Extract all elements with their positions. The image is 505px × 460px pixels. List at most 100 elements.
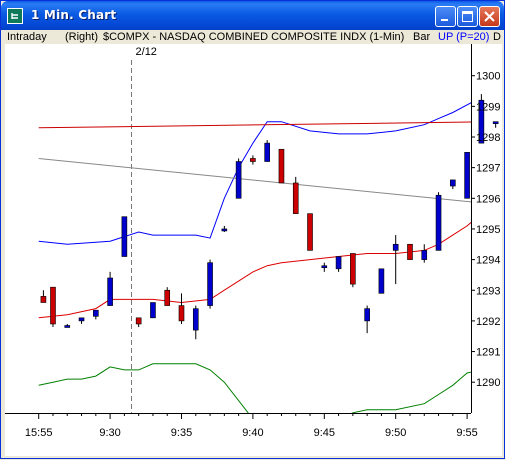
candle	[478, 94, 485, 144]
y-tick-label: 1300	[476, 71, 500, 83]
candle-body	[264, 142, 270, 162]
candle	[78, 317, 85, 324]
candle-body	[135, 317, 142, 325]
candle	[464, 152, 470, 199]
minimize-button[interactable]	[435, 6, 456, 27]
candle	[492, 121, 499, 128]
symbol-label: $COMPX - NASDAQ COMBINED COMPOSITE INDX …	[103, 31, 405, 43]
candle-body	[378, 268, 385, 294]
candle	[150, 302, 156, 319]
candle	[364, 305, 370, 334]
close-button[interactable]	[479, 6, 500, 27]
candle-body	[335, 256, 342, 270]
candle	[321, 262, 328, 272]
candle	[378, 268, 385, 294]
candle-body	[478, 99, 485, 144]
candle-body	[278, 148, 285, 184]
candle	[107, 271, 113, 306]
x-tick-label: 9:55	[456, 427, 477, 439]
candle	[421, 244, 428, 263]
y-tick-label: 1291	[476, 347, 500, 359]
period-label: Intraday	[7, 31, 47, 43]
price-chart[interactable]: 1290 1291 1292 1293 1294 1295 1296 1297 1298 1299…	[5, 44, 502, 456]
candle	[450, 179, 456, 190]
candle	[407, 243, 413, 260]
candle-body	[364, 308, 370, 322]
axis-side-label: (Right)	[65, 31, 99, 43]
candle-body	[207, 262, 213, 306]
candle	[221, 225, 228, 233]
candle-body	[492, 121, 499, 124]
candle-body	[464, 152, 470, 199]
candle	[307, 213, 313, 251]
candle-body	[350, 253, 356, 285]
candle-body	[407, 243, 413, 260]
candle	[178, 293, 185, 324]
candle-body	[107, 277, 113, 306]
upper-line	[38, 102, 471, 245]
window-title: 1 Min. Chart	[31, 8, 117, 22]
candle	[50, 286, 56, 328]
chart-app-icon-glyph	[11, 13, 18, 19]
indicator-label: UP (P=20)	[438, 31, 490, 43]
candle	[192, 305, 199, 340]
maximize-icon	[462, 11, 473, 22]
candle-body	[121, 216, 128, 257]
candle-body	[435, 194, 442, 251]
chart-info-bar: Intraday (Right) $COMPX - NASDAQ COMBINE…	[5, 30, 502, 44]
y-tick-label: 1295	[476, 224, 500, 236]
candle	[335, 256, 342, 272]
y-tick-label: 1299	[476, 101, 500, 113]
candle	[235, 158, 242, 199]
candle-body	[235, 161, 242, 199]
candle-body	[450, 179, 456, 187]
gray_avg-line	[38, 158, 471, 203]
candle	[350, 253, 356, 288]
candle	[435, 192, 442, 251]
candle-body	[50, 286, 56, 325]
candle-body	[250, 158, 256, 162]
candle-body	[292, 182, 299, 214]
y-tick-label: 1294	[476, 255, 500, 267]
candle	[64, 323, 71, 328]
x-tick-label: 9:45	[314, 427, 335, 439]
close-icon	[484, 11, 495, 22]
chart-style-label: Bar	[413, 31, 431, 43]
candle-body	[40, 296, 47, 303]
candle	[93, 309, 99, 320]
x-tick-label: 9:50	[385, 427, 406, 439]
candle	[392, 235, 399, 285]
y-tick-label: 1296	[476, 193, 500, 205]
candle	[250, 155, 256, 165]
x-tick-label: 9:30	[99, 427, 120, 439]
candle	[264, 140, 270, 162]
y-tick-label: 1293	[476, 285, 500, 297]
y-tick-label: 1292	[476, 316, 500, 328]
candle-body	[93, 309, 99, 317]
maximize-button[interactable]	[457, 6, 478, 27]
candle-body	[64, 325, 71, 328]
x-tick-label: 9:40	[242, 427, 263, 439]
candle	[292, 176, 299, 214]
lower-line	[38, 221, 471, 319]
title-bar[interactable]: 1 Min. Chart	[1, 1, 504, 30]
candle-body	[392, 243, 399, 251]
candle-body	[150, 302, 156, 319]
candle	[121, 216, 128, 257]
candle	[40, 290, 47, 303]
candle	[278, 148, 285, 184]
y-tick-label: 1298	[476, 132, 500, 144]
candle-body	[192, 308, 199, 331]
chart-app-icon[interactable]	[7, 8, 23, 24]
x-tick-label: 15:55	[25, 427, 53, 439]
candle-layer	[40, 94, 499, 340]
green-line	[38, 363, 471, 413]
price-chart-svg[interactable]: 1290 1291 1292 1293 1294 1295 1296 1297 1298 1299…	[5, 44, 502, 456]
date-label: 2/12	[136, 46, 157, 58]
candle-body	[164, 289, 171, 306]
candle-body	[321, 265, 328, 269]
x-tick-label: 9:35	[171, 427, 192, 439]
candle	[164, 287, 171, 306]
candle	[207, 259, 213, 309]
